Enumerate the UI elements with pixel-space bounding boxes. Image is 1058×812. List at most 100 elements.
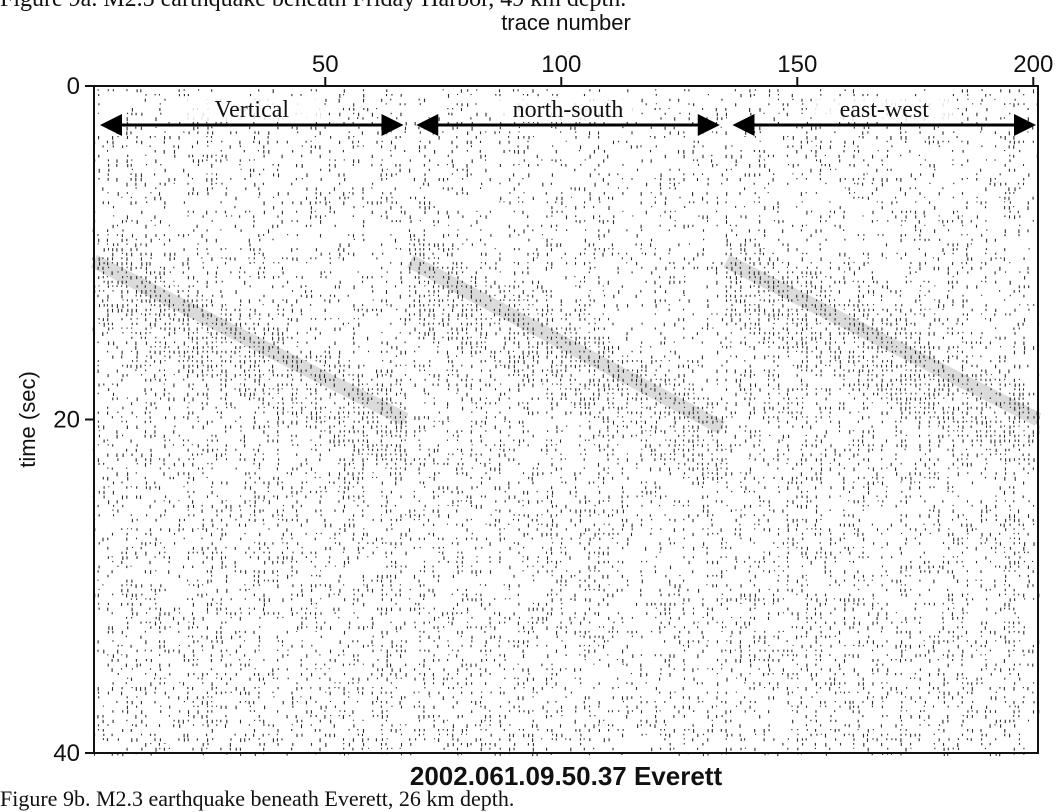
trace-156 <box>824 112 827 756</box>
trace-64 <box>390 94 393 754</box>
trace-44 <box>295 103 299 738</box>
trace-34 <box>248 94 252 741</box>
trace-113 <box>621 98 624 755</box>
trace-7 <box>120 145 124 757</box>
trace-14 <box>154 94 157 752</box>
trace-171 <box>895 103 898 741</box>
trace-142 <box>758 108 761 719</box>
trace-108 <box>597 89 601 754</box>
arrow-vertical <box>100 114 404 136</box>
trace-36 <box>257 89 261 746</box>
trace-139 <box>744 122 747 749</box>
component-label-3: east-west <box>840 97 930 123</box>
y-tick-label-20: 20 <box>53 407 80 434</box>
trace-98 <box>550 94 554 755</box>
trace-51 <box>328 112 332 738</box>
y-tick-label-40: 40 <box>53 740 80 767</box>
trace-22 <box>191 108 195 751</box>
trace-135 <box>725 108 728 755</box>
trace-30 <box>229 108 233 751</box>
arrow-east-west <box>732 114 1036 136</box>
component-label-2: north-south <box>513 97 624 123</box>
trace-175 <box>914 94 917 737</box>
trace-65 <box>394 117 398 733</box>
trace-62 <box>380 98 384 755</box>
trace-160 <box>843 89 846 737</box>
trace-3 <box>102 145 105 740</box>
trace-31 <box>234 108 237 751</box>
trace-190 <box>984 94 988 750</box>
trace-104 <box>578 108 582 746</box>
trace-167 <box>876 94 879 742</box>
trace-41 <box>281 117 285 741</box>
trace-178 <box>928 103 931 727</box>
trace-105 <box>583 94 587 754</box>
trace-140 <box>748 89 752 709</box>
trace-147 <box>781 103 785 754</box>
trace-38 <box>267 98 270 736</box>
trace-40 <box>276 108 280 746</box>
trace-162 <box>852 89 856 749</box>
trace-32 <box>238 108 242 756</box>
trace-127 <box>687 89 691 755</box>
trace-131 <box>706 94 709 756</box>
trace-75 <box>442 89 445 750</box>
trace-115 <box>630 108 634 712</box>
trace-114 <box>626 89 629 719</box>
trace-199 <box>1027 108 1030 722</box>
y-tick-label-0: 0 <box>67 73 80 100</box>
trace-27 <box>215 98 219 726</box>
trace-46 <box>305 117 308 714</box>
x-tick-label-200: 200 <box>1013 51 1053 78</box>
trace-11 <box>139 89 143 751</box>
trace-54 <box>342 89 346 756</box>
trace-194 <box>1003 103 1007 754</box>
trace-121 <box>659 108 662 750</box>
figure-caption-top: Figure 9a. M2.5 earthquake beneath Frida… <box>0 0 1058 13</box>
trace-146 <box>777 89 780 757</box>
trace-28 <box>220 98 223 754</box>
trace-97 <box>545 89 549 751</box>
trace-179 <box>932 117 936 750</box>
trace-73 <box>432 122 436 740</box>
component-arrows <box>100 114 1036 136</box>
x-tick-label-100: 100 <box>541 51 581 78</box>
trace-37 <box>262 117 266 755</box>
trace-90 <box>512 89 516 754</box>
trace-39 <box>272 89 275 743</box>
trace-154 <box>814 98 818 754</box>
trace-83 <box>479 131 483 752</box>
trace-165 <box>866 94 870 752</box>
trace-188 <box>975 112 978 714</box>
trace-112 <box>616 140 620 731</box>
trace-18 <box>172 145 176 728</box>
trace-174 <box>909 117 912 749</box>
component-label-1: Vertical <box>214 97 289 123</box>
trace-53 <box>338 94 341 755</box>
trace-61 <box>375 108 379 742</box>
trace-6 <box>116 122 119 756</box>
trace-57 <box>357 112 360 736</box>
trace-129 <box>696 140 700 750</box>
trace-2 <box>97 89 101 731</box>
trace-95 <box>536 94 540 757</box>
trace-13 <box>149 136 152 756</box>
trace-109 <box>602 112 606 754</box>
trace-182 <box>946 98 950 756</box>
trace-21 <box>187 94 190 742</box>
trace-29 <box>224 108 228 755</box>
trace-133 <box>715 108 719 719</box>
trace-196 <box>1013 98 1016 755</box>
trace-198 <box>1022 94 1026 755</box>
trace-181 <box>942 98 945 757</box>
plot-frame <box>93 85 1039 754</box>
trace-86 <box>493 94 497 756</box>
trace-67 <box>404 103 407 726</box>
trace-71 <box>423 98 426 741</box>
trace-5 <box>111 89 115 756</box>
trace-70 <box>418 98 422 737</box>
trace-193 <box>998 89 1002 757</box>
trace-63 <box>385 89 388 755</box>
trace-60 <box>371 112 374 754</box>
trace-25 <box>205 98 209 750</box>
